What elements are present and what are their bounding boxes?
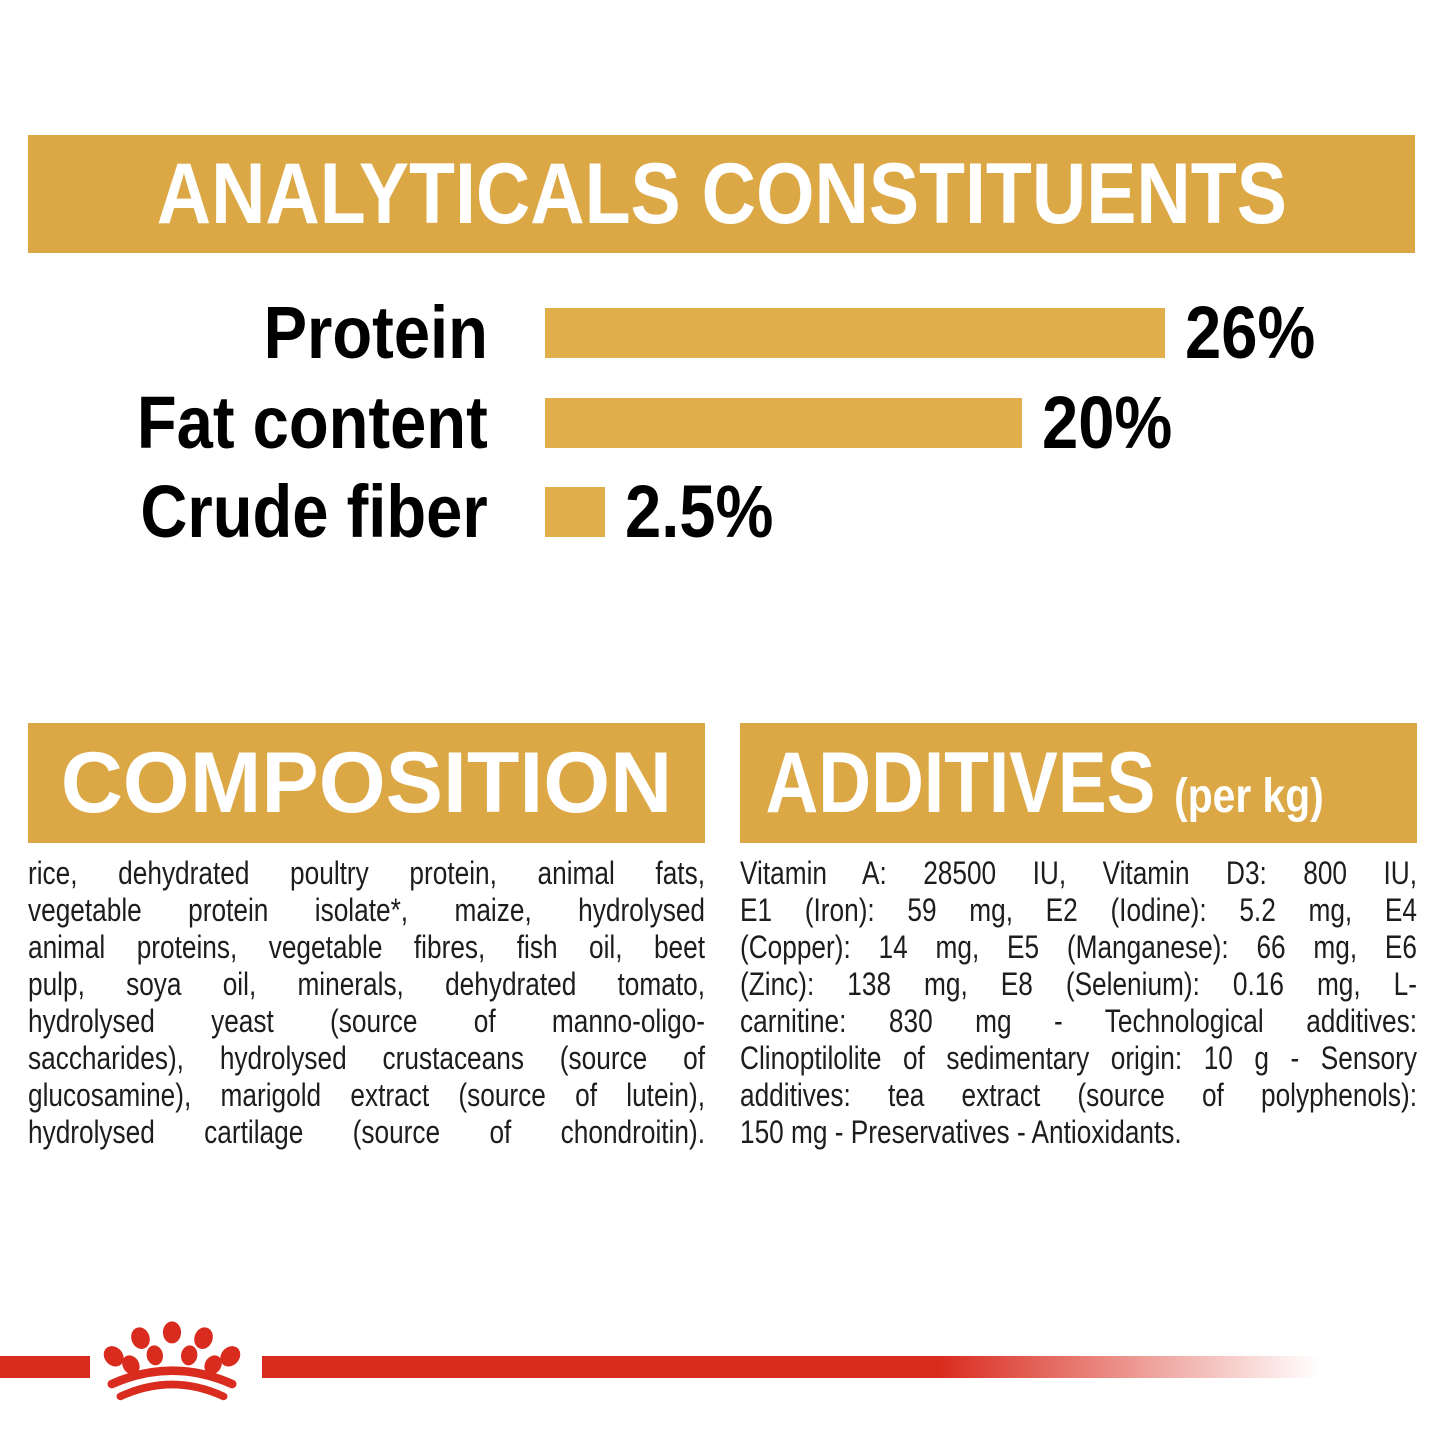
brand-line-left [0, 1356, 90, 1378]
bar-value: 26% [1185, 291, 1316, 374]
analyticals-header-band: ANALYTICALS CONSTITUENTS [28, 135, 1415, 253]
bar-value: 20% [1042, 381, 1173, 464]
text-line: Vitamin A: 28500 IU, Vitamin D3: 800 IU, [740, 855, 1417, 891]
text-line: (Copper): 14 mg, E5 (Manganese): 66 mg, … [740, 929, 1417, 965]
additives-header-band: ADDITIVES (per kg) [740, 723, 1417, 843]
additives-title-group: ADDITIVES (per kg) [740, 740, 1324, 826]
text-line: (Zinc): 138 mg, E8 (Selenium): 0.16 mg, … [740, 966, 1417, 1002]
text-line: carnitine: 830 mg - Technological additi… [740, 1003, 1417, 1039]
royal-canin-crown-icon [103, 1321, 241, 1401]
text-line: vegetable protein isolate*, maize, hydro… [28, 892, 705, 928]
text-line: E1 (Iron): 59 mg, E2 (Iodine): 5.2 mg, E… [740, 892, 1417, 928]
brand-line-right [262, 1356, 1352, 1378]
composition-header-band: COMPOSITION [28, 723, 705, 843]
text-line: glucosamine), marigold extract (source o… [28, 1077, 705, 1113]
bar-label: Crude fiber [140, 470, 488, 553]
text-line: animal proteins, vegetable fibres, fish … [28, 929, 705, 965]
analyticals-title: ANALYTICALS CONSTITUENTS [156, 146, 1287, 242]
additives-text: Vitamin A: 28500 IU, Vitamin D3: 800 IU,… [740, 855, 1417, 1151]
additives-title: ADDITIVES [765, 735, 1156, 831]
additives-title-suffix: (per kg) [1174, 770, 1324, 823]
fat-content-bar [545, 398, 1022, 448]
text-line: rice, dehydrated poultry protein, animal… [28, 855, 705, 891]
text-line: saccharides), hydrolysed crustaceans (so… [28, 1040, 705, 1076]
bar-label: Protein [263, 291, 488, 374]
text-line: hydrolysed cartilage (source of chondroi… [28, 1114, 705, 1150]
bar-label: Fat content [137, 381, 488, 464]
crude-fiber-bar [545, 487, 605, 537]
text-line: additives: tea extract (source of polyph… [740, 1077, 1417, 1113]
composition-text: rice, dehydrated poultry protein, animal… [28, 855, 705, 1151]
composition-title: COMPOSITION [60, 735, 673, 831]
text-line: 150 mg - Preservatives - Antioxidants. [740, 1114, 1182, 1150]
text-line: Clinoptilolite of sedimentary origin: 10… [740, 1040, 1417, 1076]
text-line: pulp, soya oil, minerals, dehydrated tom… [28, 966, 705, 1002]
bar-value: 2.5% [625, 470, 774, 553]
protein-bar [545, 308, 1165, 358]
chart-row: Protein 26% [0, 296, 1445, 370]
chart-row: Fat content 20% [0, 386, 1445, 460]
chart-row: Crude fiber 2.5% [0, 475, 1445, 549]
text-line: hydrolysed yeast (source of manno-oligo- [28, 1003, 705, 1039]
